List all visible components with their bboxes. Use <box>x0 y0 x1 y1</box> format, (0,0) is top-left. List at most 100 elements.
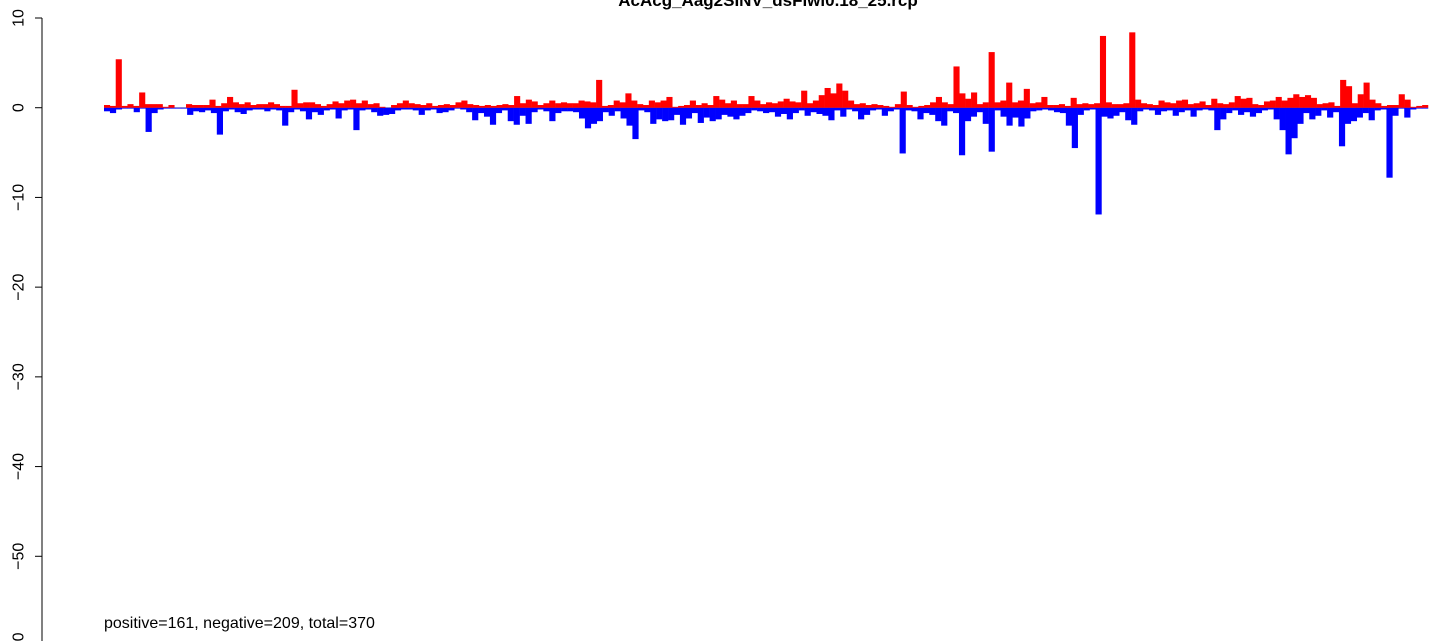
negative-bar <box>394 107 402 111</box>
negative-bar <box>691 107 698 114</box>
negative-bar <box>276 107 283 111</box>
negative-bar <box>258 107 265 110</box>
positive-bar <box>1398 94 1405 108</box>
positive-bar <box>396 103 404 108</box>
negative-bar <box>555 107 562 114</box>
negative-bar <box>1190 107 1197 117</box>
y-tick-label: −60 <box>11 632 28 641</box>
positive-bar <box>654 102 661 108</box>
negative-bar <box>840 107 847 117</box>
negative-bar <box>941 107 948 126</box>
negative-bar <box>193 107 200 112</box>
positive-bar <box>824 87 831 108</box>
negative-bar <box>662 107 669 122</box>
negative-bar <box>1178 107 1185 113</box>
positive-bar <box>994 102 1001 108</box>
negative-bar <box>780 107 788 114</box>
negative-bar <box>899 107 906 154</box>
positive-bar <box>1334 105 1341 108</box>
negative-bar <box>863 107 871 115</box>
positive-bar <box>203 105 210 108</box>
negative-bar <box>1018 107 1025 127</box>
negative-bar <box>466 107 473 113</box>
positive-bar <box>1199 101 1206 108</box>
negative-bar <box>1243 107 1251 113</box>
negative-bar <box>590 107 598 124</box>
negative-bar <box>846 107 853 110</box>
positive-bar <box>145 104 152 108</box>
negative-bar <box>1404 107 1411 118</box>
negative-bar <box>1071 107 1078 149</box>
negative-bar <box>489 107 497 125</box>
negative-bar <box>1143 107 1150 110</box>
positive-bar <box>1117 104 1124 108</box>
negative-bar <box>139 107 146 109</box>
positive-bar <box>900 91 907 108</box>
negative-bar <box>329 107 336 110</box>
positive-bar <box>309 102 316 108</box>
negative-bar <box>1315 107 1322 116</box>
negative-bar <box>1202 107 1209 110</box>
negative-bar <box>947 107 954 112</box>
negative-bar <box>1053 107 1061 113</box>
negative-bar <box>418 107 425 115</box>
positive-bar <box>1140 103 1148 108</box>
positive-bar <box>631 100 638 108</box>
positive-bar <box>1047 105 1054 108</box>
positive-bar <box>279 105 286 108</box>
summary-label: positive=161, negative=209, total=370 <box>104 615 375 632</box>
positive-bars <box>104 32 1429 108</box>
positive-bar <box>941 102 948 108</box>
negative-bar <box>816 107 823 114</box>
negative-bar <box>109 107 117 114</box>
negative-bar <box>697 107 704 123</box>
positive-bar <box>478 105 486 108</box>
negative-bar <box>1285 107 1292 155</box>
positive-bar <box>467 104 474 108</box>
negative-bar <box>519 107 526 116</box>
positive-bar <box>537 105 544 108</box>
positive-bar <box>473 105 480 108</box>
positive-bar <box>953 66 960 108</box>
y-tick-label: −10 <box>11 184 28 211</box>
negative-bar <box>650 107 657 124</box>
positive-bar <box>391 105 398 108</box>
positive-bar <box>1234 96 1241 108</box>
negative-bar <box>1059 107 1067 114</box>
positive-bar <box>853 104 860 108</box>
y-axis: 10 0 −10 −20 −30 −40 −50 −60 <box>11 9 43 641</box>
negative-bar <box>133 107 140 113</box>
positive-bar <box>525 99 532 108</box>
negative-bar <box>127 107 134 109</box>
negative-bar <box>1232 107 1239 111</box>
negative-bar <box>911 107 918 112</box>
negative-bar <box>157 107 164 110</box>
negative-bar <box>305 107 313 120</box>
negative-bar <box>1048 107 1055 111</box>
negative-bar <box>709 107 716 122</box>
negative-bar <box>1214 107 1221 131</box>
negative-bar <box>1000 107 1007 117</box>
positive-bar <box>1076 104 1083 108</box>
y-tick-label: −20 <box>11 273 28 300</box>
positive-bar <box>168 105 175 108</box>
negative-bar <box>751 107 758 111</box>
negative-bar <box>1077 107 1084 115</box>
positive-bar <box>578 100 585 108</box>
negative-bar <box>406 107 413 110</box>
positive-bar <box>865 105 872 108</box>
positive-bar <box>502 104 509 108</box>
positive-bar <box>1099 35 1107 108</box>
positive-bar <box>807 103 814 108</box>
negative-bar <box>1166 107 1173 111</box>
negative-bar <box>121 107 128 109</box>
positive-bar <box>572 103 579 108</box>
negative-bar <box>1125 107 1132 121</box>
negative-bar <box>145 107 152 132</box>
negative-bar <box>745 107 752 114</box>
positive-bar <box>320 105 327 108</box>
y-tick-label: −50 <box>11 543 28 570</box>
positive-bar <box>695 105 702 108</box>
negative-bar <box>1327 107 1334 118</box>
positive-bar <box>1386 105 1394 108</box>
